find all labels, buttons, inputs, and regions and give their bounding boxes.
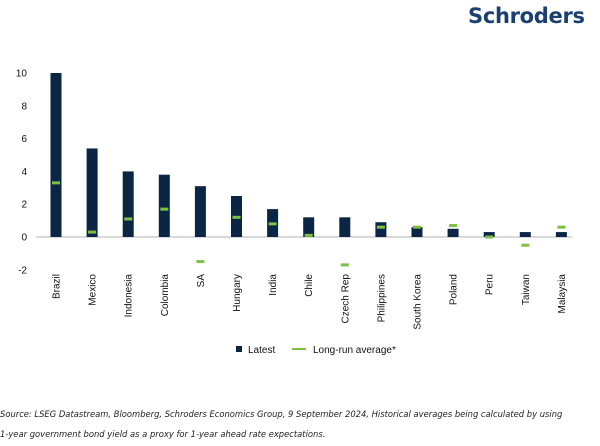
marker-long-run-average [521, 243, 530, 247]
source-line-1: Source: LSEG Datastream, Bloomberg, Schr… [0, 409, 563, 419]
source-note: Source: LSEG Datastream, Bloomberg, Schr… [0, 404, 600, 444]
legend-swatch-latest [236, 346, 242, 352]
bar-chart: 10 8 6 4 2 0 -2 Brazil Mexico Indonesia Colombia S… [16, 69, 572, 356]
bar-latest [50, 73, 62, 237]
bar-latest [339, 217, 351, 237]
marker-long-run-average [196, 260, 205, 264]
x-axis-labels: Brazil Mexico Indonesia Colombia SA Hungary In… [52, 274, 568, 330]
marker-long-run-average [160, 207, 169, 211]
bar-latest [375, 222, 387, 237]
x-category-label: Hungary [232, 274, 243, 312]
x-category-label: Taiwan [521, 274, 532, 305]
marker-long-run-average [449, 224, 458, 228]
schroders-logo: Schroders [468, 4, 585, 28]
x-category-label: Brazil [52, 274, 63, 299]
y-tick-label: 10 [16, 69, 28, 80]
y-tick-label: 6 [21, 134, 27, 145]
bar-latest [122, 171, 134, 237]
marker-long-run-average [557, 225, 566, 229]
marker-long-run-average [268, 222, 277, 226]
marker-long-run-average [413, 225, 421, 229]
y-tick-label: -2 [18, 265, 27, 276]
bar-latest [86, 148, 98, 237]
marker-long-run-average [376, 225, 385, 229]
x-category-label: Chile [304, 274, 315, 297]
bar-latest [303, 217, 315, 237]
y-tick-label: 0 [21, 233, 27, 244]
x-category-label: Indonesia [124, 274, 135, 318]
marker-long-run-average [340, 263, 349, 267]
marker-long-run-average [124, 217, 133, 221]
bar-latest [194, 186, 206, 237]
bar-latest [483, 232, 495, 237]
markers-long-run-average [52, 181, 566, 267]
bar-latest [158, 174, 170, 237]
bars-latest [50, 73, 567, 237]
x-category-label: Philippines [376, 274, 387, 322]
x-category-label: South Korea [413, 274, 424, 330]
marker-long-run-average [232, 215, 241, 219]
marker-long-run-average [88, 230, 97, 234]
y-tick-label: 8 [21, 101, 27, 112]
x-category-label: India [268, 274, 279, 296]
bar-latest [411, 227, 423, 237]
legend-label-latest: Latest [248, 345, 275, 356]
marker-long-run-average [52, 181, 60, 185]
bar-latest [519, 232, 531, 237]
marker-long-run-average [485, 235, 494, 239]
x-category-label: Colombia [160, 274, 171, 317]
legend: Latest Long-run average* [236, 345, 396, 356]
legend-label-long-run-average: Long-run average* [313, 345, 396, 356]
y-tick-label: 4 [21, 167, 27, 178]
bar-latest [447, 228, 459, 237]
y-tick-label: 2 [21, 200, 27, 211]
marker-long-run-average [304, 233, 313, 237]
x-category-label: Poland [449, 274, 460, 305]
x-category-label: Czech Rep [340, 274, 351, 324]
x-category-label: Malaysia [557, 274, 568, 314]
x-category-label: Peru [485, 274, 496, 295]
y-axis: 10 8 6 4 2 0 -2 [16, 69, 28, 277]
x-category-label: Mexico [88, 274, 99, 306]
source-line-2: 1-year government bond yield as a proxy … [0, 429, 326, 439]
x-category-label: SA [196, 274, 207, 288]
bar-latest [555, 232, 567, 237]
